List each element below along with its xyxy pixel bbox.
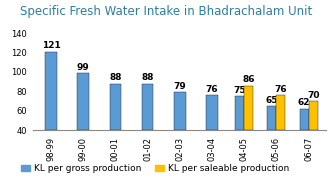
Bar <box>244 86 253 130</box>
Bar <box>267 106 276 130</box>
Text: 121: 121 <box>42 41 60 50</box>
Bar <box>309 101 318 130</box>
Text: 79: 79 <box>173 82 186 91</box>
Bar <box>110 84 121 130</box>
Text: 99: 99 <box>77 62 90 71</box>
Legend: KL per gross production, KL per saleable production: KL per gross production, KL per saleable… <box>18 160 292 176</box>
Bar <box>174 92 186 130</box>
Bar <box>206 95 218 130</box>
Bar <box>142 84 154 130</box>
Text: 62: 62 <box>298 98 310 108</box>
Bar <box>276 95 285 130</box>
Text: 88: 88 <box>142 73 154 82</box>
Bar <box>300 109 309 130</box>
Text: 65: 65 <box>266 96 278 105</box>
Text: 88: 88 <box>109 73 122 82</box>
Text: 75: 75 <box>233 86 246 95</box>
Text: 86: 86 <box>242 75 255 84</box>
Text: Specific Fresh Water Intake in Bhadrachalam Unit: Specific Fresh Water Intake in Bhadracha… <box>20 5 313 18</box>
Text: 76: 76 <box>206 85 218 94</box>
Bar <box>77 73 89 130</box>
Text: 70: 70 <box>307 91 319 100</box>
Bar <box>235 96 244 130</box>
Bar <box>45 52 57 130</box>
Text: 76: 76 <box>275 85 287 94</box>
